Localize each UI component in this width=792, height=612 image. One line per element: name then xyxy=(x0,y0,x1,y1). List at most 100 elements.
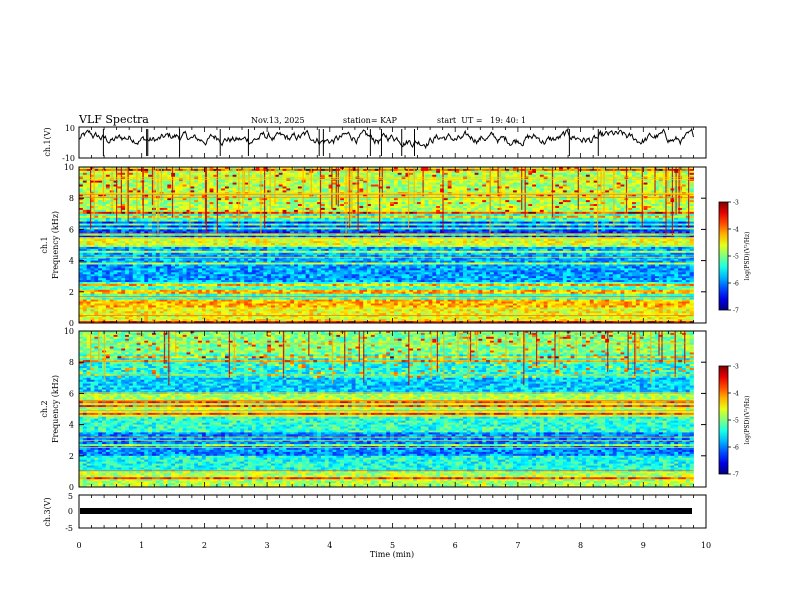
spectrogram-cell xyxy=(128,170,134,174)
spectrogram-cell xyxy=(286,198,291,201)
spectrogram-cell xyxy=(190,167,195,170)
spectrogram-cell xyxy=(616,167,621,170)
spectrogram-cell xyxy=(474,174,479,178)
spectrogram-cell xyxy=(536,184,541,187)
spectrogram-cell xyxy=(620,190,625,193)
spectrogram-cell xyxy=(489,167,495,170)
spectrogram-cell xyxy=(551,172,556,176)
spectrogram-cell xyxy=(105,167,111,170)
spectrogram-cell xyxy=(171,188,176,191)
spectrogram-cell xyxy=(359,188,364,191)
spectrogram-cell xyxy=(662,174,667,178)
spectrogram-cell xyxy=(171,202,176,205)
spectrogram-cell xyxy=(309,198,314,201)
spectrogram-cell xyxy=(655,198,660,201)
spectrogram-cell xyxy=(516,194,522,197)
spectrogram-cell xyxy=(113,170,118,174)
spectrogram-cell xyxy=(228,167,234,170)
spectrogram-cell xyxy=(386,186,391,189)
spectrogram-cell xyxy=(213,170,218,174)
spectrogram-cell xyxy=(440,194,445,197)
spectrogram-cell xyxy=(363,168,368,172)
spectrogram-cell xyxy=(543,194,548,197)
spectrogram-cell xyxy=(401,172,406,176)
spectrogram-cell xyxy=(689,174,694,178)
spectrogram-cell xyxy=(324,194,330,197)
spectrogram-cell xyxy=(213,174,218,178)
spectrogram-cell xyxy=(282,172,287,176)
spectrogram-cell xyxy=(689,190,694,193)
spectrogram-cell xyxy=(194,186,199,189)
spectrogram-cell xyxy=(105,172,111,176)
spectrogram-cell xyxy=(482,182,487,185)
spectrogram-cell xyxy=(532,180,537,183)
spectrogram-cell xyxy=(175,202,180,205)
spectrogram-cell xyxy=(635,174,641,178)
spectrogram-cell xyxy=(102,180,107,183)
spectrogram-cell xyxy=(681,194,687,197)
spectrogram-cell xyxy=(328,174,333,178)
spectrogram-cell xyxy=(305,200,310,203)
spectrogram-cell xyxy=(324,188,330,191)
spectrogram-cell xyxy=(374,182,379,185)
spectrogram-cell xyxy=(301,170,306,174)
spectrogram-cell xyxy=(501,188,506,191)
spectrogram-cell xyxy=(493,170,498,174)
spectrogram-cell xyxy=(486,186,491,189)
spectrogram-cell xyxy=(201,186,207,189)
spectrogram-cell xyxy=(532,186,537,189)
spectrogram-cell xyxy=(512,198,518,201)
spectrogram-cell xyxy=(562,194,568,197)
spectrogram-cell xyxy=(167,184,172,187)
spectrogram-cell xyxy=(232,188,237,191)
spectrogram-cell xyxy=(536,188,541,191)
spectrogram-cell xyxy=(178,174,184,178)
spectrogram-cell xyxy=(305,202,310,205)
spectrogram-cell xyxy=(128,167,134,170)
spectrogram-cell xyxy=(247,167,253,170)
spectrogram-cell xyxy=(447,186,452,189)
spectrogram-cell xyxy=(459,167,464,170)
spectrogram-cell xyxy=(489,198,495,201)
spectrogram-cell xyxy=(612,180,618,183)
spectrogram-cell xyxy=(105,170,111,174)
spectrogram-cell xyxy=(582,167,587,170)
spectrogram-cell xyxy=(201,170,207,174)
spectrogram-cell xyxy=(440,200,445,203)
spectrogram-cell xyxy=(651,172,656,176)
spectrogram-cell xyxy=(136,174,141,178)
spectrogram-cell xyxy=(509,172,514,176)
spectrogram-cell xyxy=(620,198,625,201)
spectrogram-cell xyxy=(536,182,541,185)
spectrogram-cell xyxy=(512,194,518,197)
spectrogram-cell xyxy=(524,194,529,197)
spectrogram-cell xyxy=(386,190,391,193)
spectrogram-cell xyxy=(117,168,122,172)
spectrogram-cell xyxy=(474,184,479,187)
spectrogram-cell xyxy=(543,182,548,185)
spectrogram-cell xyxy=(175,200,180,203)
spectrogram-cell xyxy=(470,182,475,185)
spectrogram-cell xyxy=(105,174,111,178)
spectrogram-cell xyxy=(597,198,602,201)
spectrogram-cell xyxy=(597,194,602,197)
spectrogram-cell xyxy=(86,168,91,172)
spectrogram-cell xyxy=(105,186,111,189)
spectrogram-cell xyxy=(451,172,456,176)
spectrogram-cell xyxy=(217,202,222,205)
spectrogram-cell xyxy=(401,182,406,185)
spectrogram-cell xyxy=(512,188,518,191)
spectrogram-cell xyxy=(90,167,95,170)
spectrogram-cell xyxy=(447,168,452,172)
spectrogram-cell xyxy=(232,202,237,205)
spectrogram-cell xyxy=(589,167,595,170)
spectrogram-cell xyxy=(232,180,237,183)
spectrogram-cell xyxy=(532,174,537,178)
spectrogram-cell xyxy=(259,190,264,193)
spectrogram-cell xyxy=(539,198,545,201)
spectrogram-cell xyxy=(440,184,445,187)
spectrogram-cell xyxy=(424,180,429,183)
spectrogram-cell xyxy=(509,194,514,197)
spectrogram-cell xyxy=(436,184,441,187)
spectrogram-cell xyxy=(459,172,464,176)
